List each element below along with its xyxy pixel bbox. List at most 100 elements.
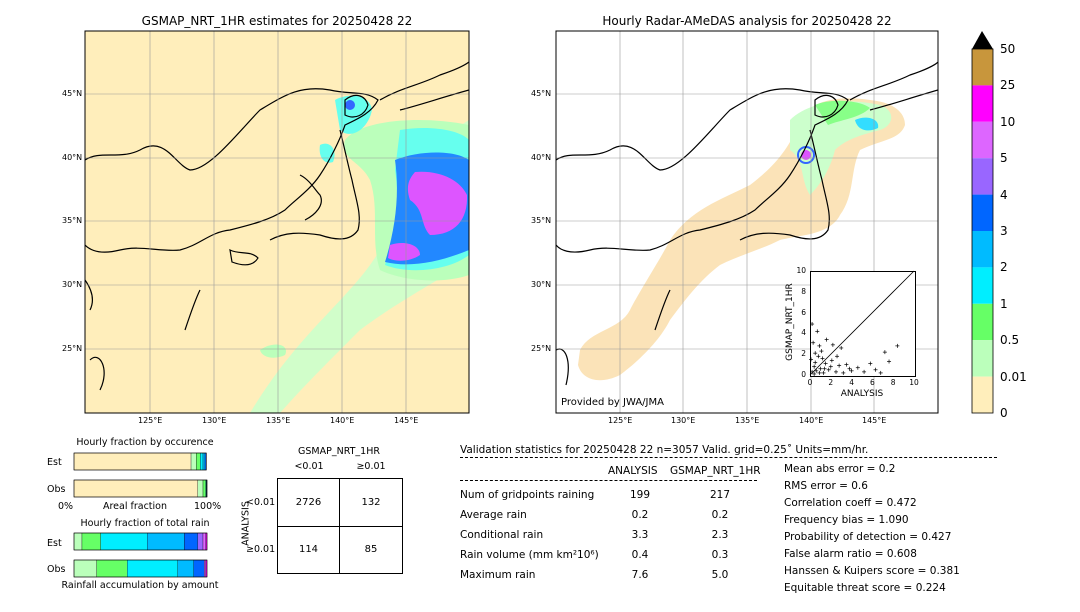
occurrence-tick-0: 0% bbox=[58, 501, 74, 512]
colorbar-swatch bbox=[972, 231, 993, 268]
score-line: Mean abs error = 0.2 bbox=[784, 463, 896, 475]
stacked-bar-segment bbox=[190, 452, 197, 471]
scatter-x-tick: 6 bbox=[870, 378, 875, 387]
stacked-bar-outline bbox=[73, 559, 208, 578]
stacked-bar-segment bbox=[204, 452, 207, 471]
validation-col-gsmap: GSMAP_NRT_1HR bbox=[670, 465, 761, 477]
stacked-bar-outline bbox=[73, 532, 208, 551]
left-lon-tick: 145°E bbox=[394, 416, 419, 425]
contingency-col-ge: ≥0.01 bbox=[356, 461, 386, 472]
right-lat-tick: 35°N bbox=[531, 216, 552, 225]
left-rain-small bbox=[319, 143, 335, 163]
scatter-x-tick: 0 bbox=[807, 378, 813, 387]
left-map-frame bbox=[84, 30, 470, 414]
right-lon-tick: 145°E bbox=[862, 416, 887, 425]
stacked-bar-segment bbox=[100, 532, 148, 551]
colorbar-label: 3 bbox=[1000, 224, 1008, 238]
colorbar-label: 1 bbox=[1000, 296, 1008, 311]
right-lon-tick: 140°E bbox=[799, 416, 824, 425]
totalrain-title: Hourly fraction of total rain bbox=[80, 518, 210, 529]
left-lat-tick: 45°N bbox=[62, 89, 83, 98]
contingency-col-lt: <0.01 bbox=[294, 461, 324, 472]
right-radar-green bbox=[815, 100, 870, 125]
validation-row-label: Maximum rain bbox=[460, 569, 536, 581]
validation-header-rule bbox=[460, 457, 997, 458]
left-lon-tick: 135°E bbox=[266, 416, 291, 425]
scatter-x-tick: 8 bbox=[890, 378, 896, 387]
stacked-bar-segment bbox=[73, 532, 83, 551]
stacked-bar-segment bbox=[193, 559, 205, 578]
left-lat-tick: 40°N bbox=[62, 153, 83, 162]
right-lat-tick: 45°N bbox=[531, 89, 552, 98]
scatter-y-tick: 4 bbox=[801, 328, 806, 338]
left-rain-light bbox=[344, 120, 469, 281]
left-rain-spot bbox=[345, 100, 355, 110]
scatter-x-tick: 2 bbox=[828, 378, 834, 387]
scatter-y-tick: 6 bbox=[801, 307, 806, 317]
validation-col-rule bbox=[460, 480, 757, 481]
score-line: False alarm ratio = 0.608 bbox=[784, 548, 917, 560]
scatter-ylabel: GSMAP_NRT_1HR bbox=[785, 283, 795, 361]
colorbar-swatch bbox=[972, 267, 993, 304]
right-map-title: Hourly Radar-AMeDAS analysis for 2025042… bbox=[602, 14, 892, 28]
scatter-y-tick: 8 bbox=[801, 286, 806, 296]
validation-row-label: Num of gridpoints raining bbox=[460, 489, 595, 501]
score-line: RMS error = 0.6 bbox=[784, 480, 868, 492]
stacked-bar-segment bbox=[196, 452, 201, 471]
colorbar-top-arrow bbox=[972, 31, 993, 49]
score-line: Correlation coeff = 0.472 bbox=[784, 497, 917, 509]
colorbar-swatch bbox=[972, 158, 993, 195]
contingency-cell: 114 bbox=[298, 544, 319, 555]
left-rain-blue bbox=[385, 152, 469, 265]
occurrence-label-obs: Obs bbox=[47, 484, 66, 495]
stacked-bar-segment bbox=[73, 559, 97, 578]
scatter-xlabel: ANALYSIS bbox=[840, 389, 884, 399]
right-lon-tick: 130°E bbox=[671, 416, 696, 425]
stacked-bar-segment bbox=[200, 452, 204, 471]
right-radar-spot bbox=[801, 150, 811, 160]
validation-row-a: 0.4 bbox=[631, 549, 649, 561]
stacked-bar-segment bbox=[127, 559, 178, 578]
right-lat-tick: 40°N bbox=[531, 153, 552, 162]
contingency-row-ge: ≥0.01 bbox=[246, 544, 276, 555]
left-rain-magenta bbox=[407, 171, 468, 235]
colorbar-swatch bbox=[972, 376, 993, 413]
colorbar-label: 2 bbox=[1000, 260, 1008, 275]
colorbar-label: 50 bbox=[1000, 42, 1016, 56]
colorbar-swatch bbox=[972, 194, 993, 231]
score-line: Hanssen & Kuipers score = 0.381 bbox=[784, 565, 960, 577]
colorbar-label: 4 bbox=[1000, 187, 1008, 202]
stacked-bar-segment bbox=[202, 532, 206, 551]
stacked-bar-segment bbox=[205, 479, 207, 498]
contingency-cell: 2726 bbox=[295, 497, 322, 508]
stacked-bar-segment bbox=[205, 532, 208, 551]
validation-row-b: 0.3 bbox=[711, 549, 729, 561]
colorbar-swatch bbox=[972, 49, 993, 86]
left-lat-tick: 30°N bbox=[62, 280, 83, 289]
contingency-title: GSMAP_NRT_1HR bbox=[298, 446, 380, 457]
colorbar-label: 0.01 bbox=[1000, 369, 1027, 384]
contingency-row-lt: <0.01 bbox=[246, 497, 276, 508]
right-lat-tick: 30°N bbox=[531, 280, 552, 289]
occurrence-tick-100: 100% bbox=[194, 501, 222, 512]
scatter-y-tick: 2 bbox=[801, 349, 806, 359]
colorbar-swatch bbox=[972, 303, 993, 341]
colorbar-label: 5 bbox=[1000, 151, 1008, 166]
scatter-y-tick: 10 bbox=[796, 266, 806, 275]
right-lon-tick: 135°E bbox=[735, 416, 760, 425]
left-gridlines bbox=[85, 31, 469, 413]
validation-col-analysis: ANALYSIS bbox=[608, 465, 658, 477]
validation-row-label: Average rain bbox=[460, 509, 527, 521]
contingency-grid: 2726 132 114 85 bbox=[277, 478, 403, 574]
scatter-x-tick: 4 bbox=[849, 378, 854, 387]
colorbar-frame bbox=[971, 48, 994, 414]
validation-row-a: 0.2 bbox=[631, 509, 649, 521]
right-radar-cyan bbox=[855, 117, 879, 131]
stacked-bar-outline bbox=[73, 479, 208, 498]
stacked-bar-segment bbox=[146, 532, 185, 551]
occurrence-xlabel: Areal fraction bbox=[102, 501, 167, 512]
score-line: Probability of detection = 0.427 bbox=[784, 531, 952, 543]
stacked-bar-segment bbox=[177, 559, 194, 578]
score-line: Equitable threat score = 0.224 bbox=[784, 582, 946, 594]
right-lon-tick: 125°E bbox=[608, 416, 633, 425]
